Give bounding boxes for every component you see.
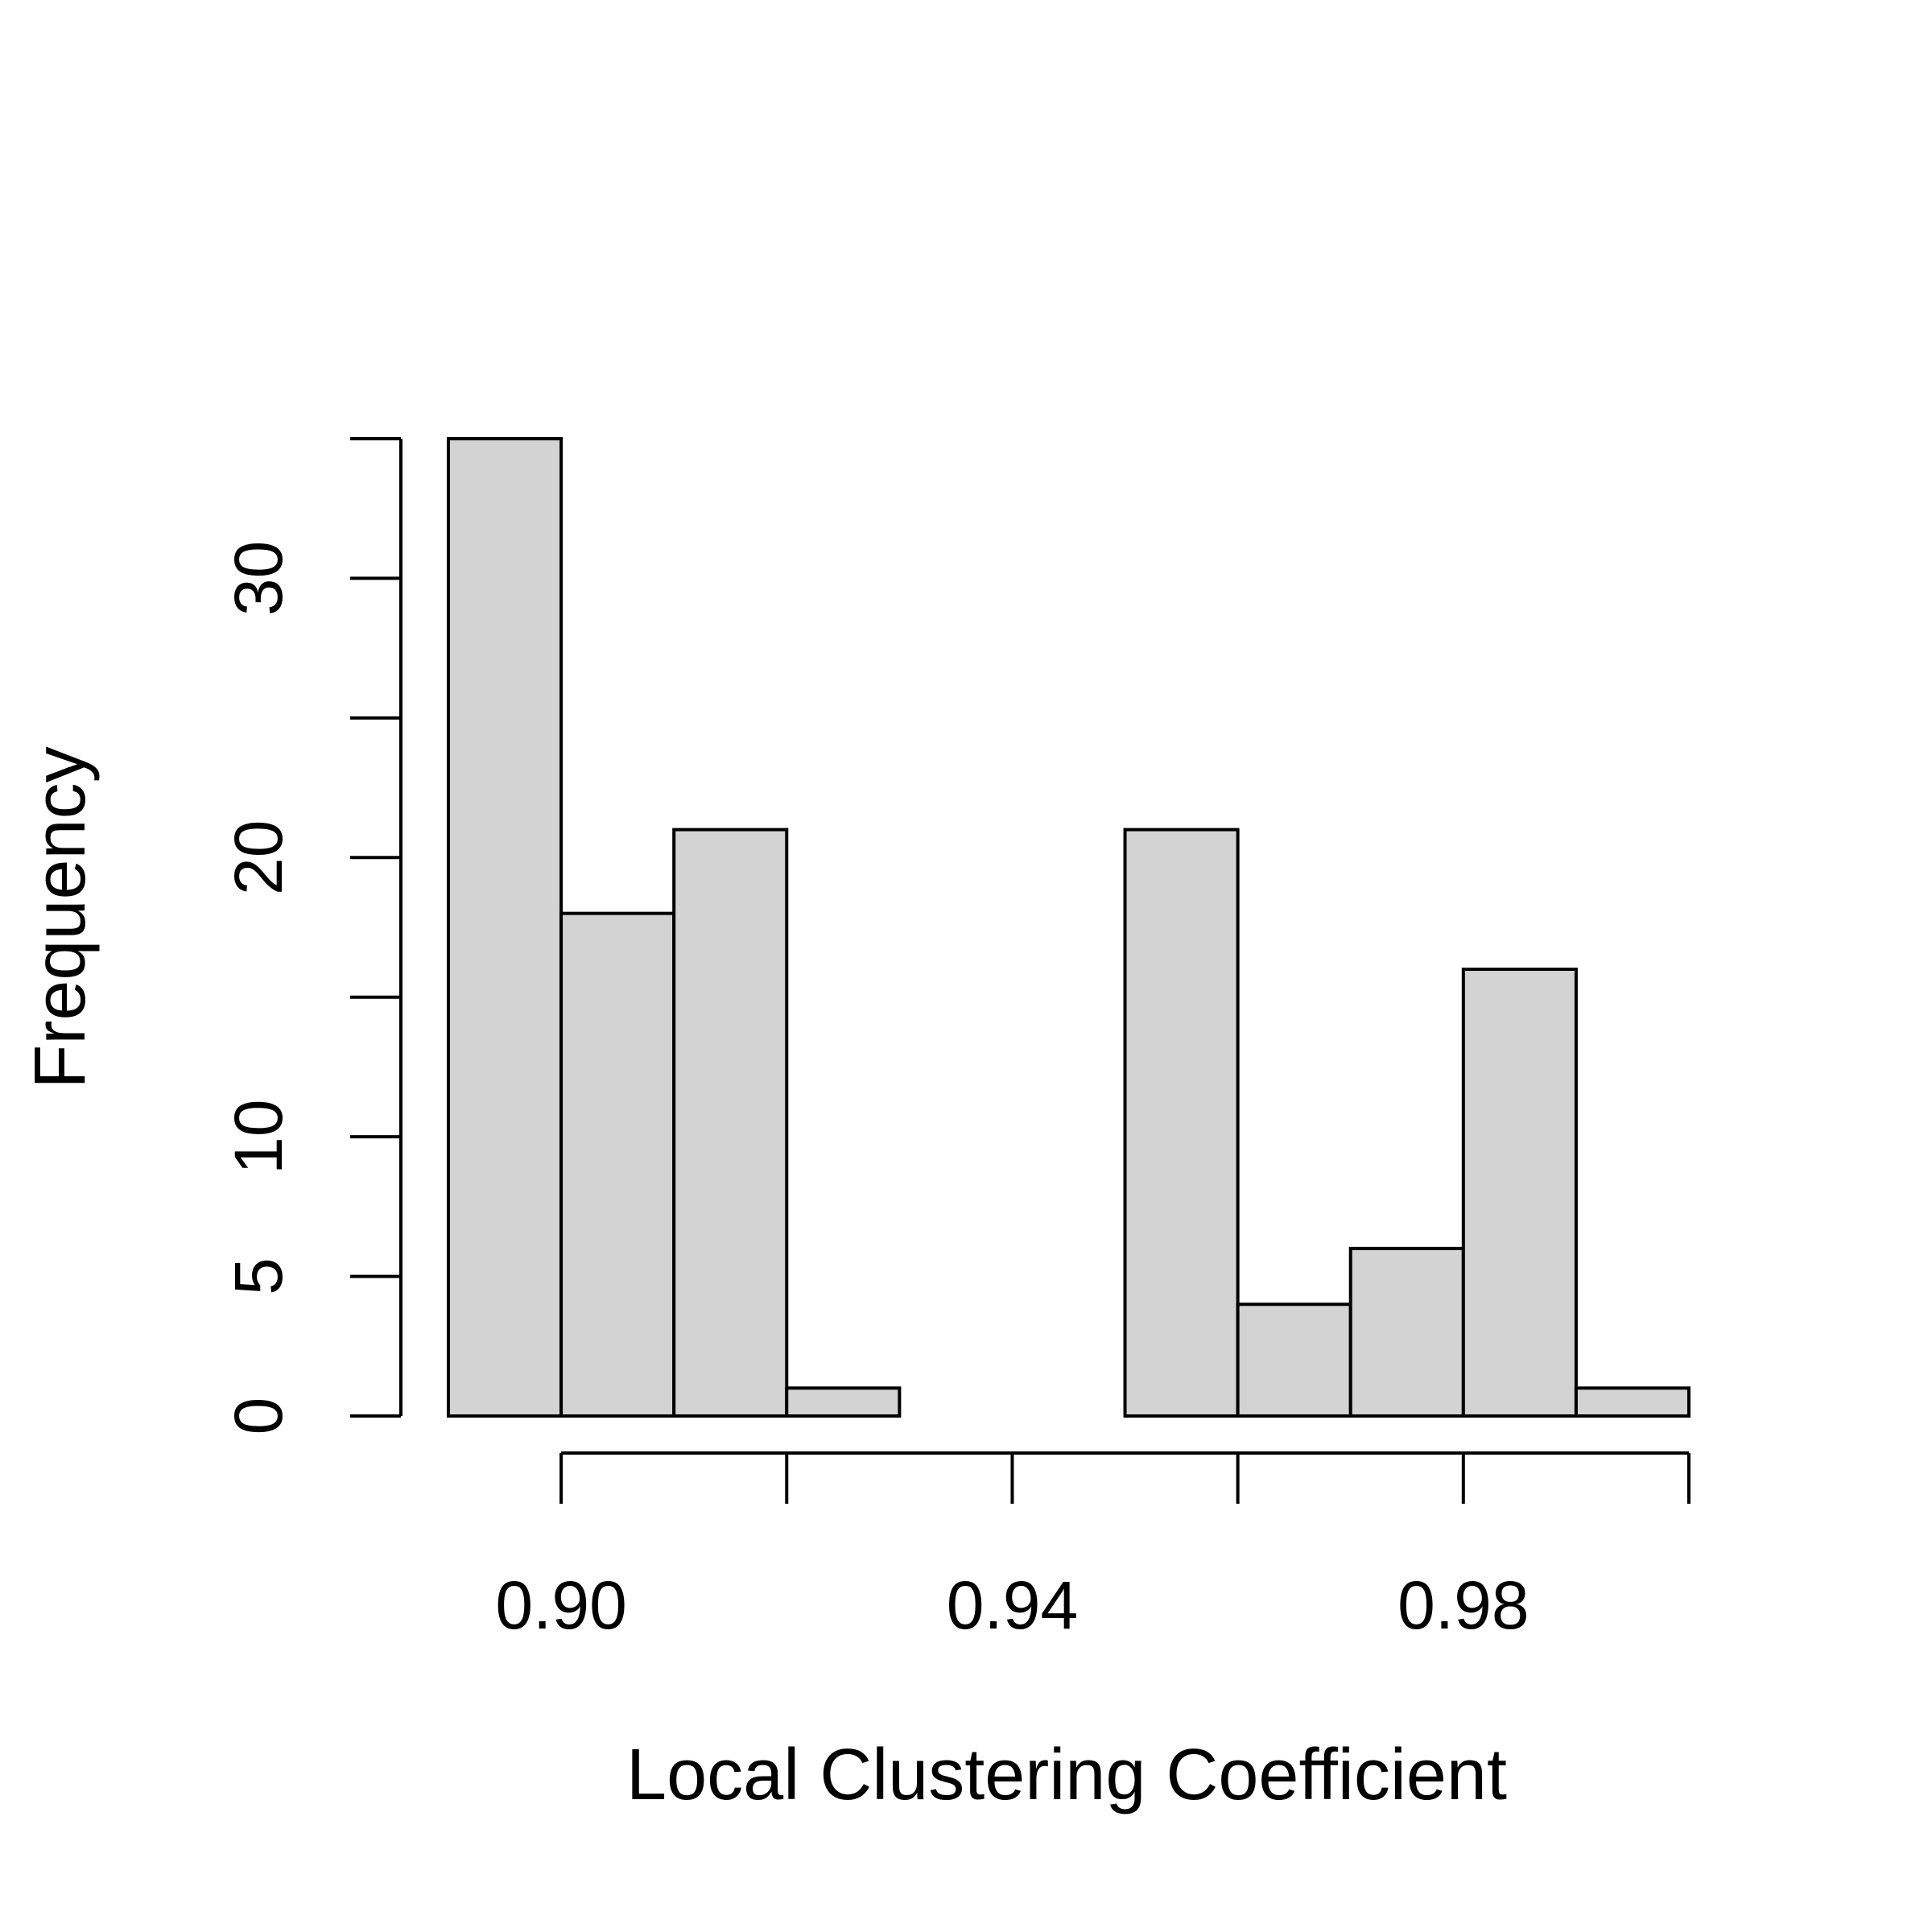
histogram-bar (672, 828, 789, 1418)
x-axis-label: Local Clustering Coefficient (626, 1735, 1507, 1815)
y-tick-label: 30 (221, 541, 296, 616)
histogram-bar (1574, 1386, 1690, 1418)
y-axis: 0 5 10 20 30 (221, 437, 402, 1435)
y-tick-label: 5 (221, 1257, 296, 1295)
x-axis: 0.90 0.94 0.98 (495, 1451, 1690, 1643)
y-tick-label: 20 (221, 820, 296, 895)
x-tick-label: 0.98 (1397, 1567, 1530, 1643)
histogram-bar (1123, 828, 1240, 1418)
x-tick-label: 0.90 (495, 1567, 627, 1643)
x-tick-label: 0.94 (947, 1567, 1079, 1643)
histogram-bar (1348, 1246, 1465, 1418)
histogram-bar (785, 1386, 902, 1418)
histogram-bar (447, 437, 564, 1418)
y-tick-label: 0 (221, 1397, 296, 1435)
histogram-bar (1461, 968, 1578, 1418)
histogram-bar (1236, 1302, 1352, 1418)
y-tick-label: 10 (221, 1099, 296, 1174)
bars-group (447, 437, 1690, 1418)
histogram-bar (559, 911, 676, 1418)
y-axis-label: Frequency (20, 746, 101, 1088)
